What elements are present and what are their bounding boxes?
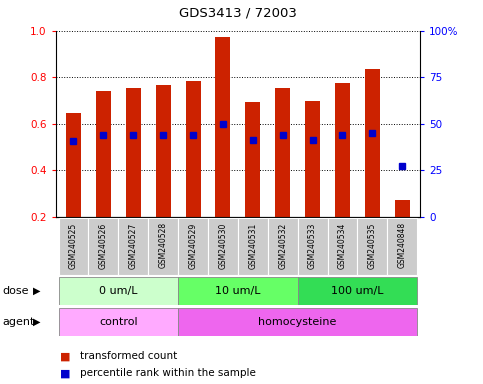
Bar [395, 200, 410, 217]
Bar [178, 218, 208, 275]
Bar [387, 218, 417, 275]
Bar [298, 218, 327, 275]
Bar [178, 277, 298, 305]
Bar [185, 81, 200, 217]
Bar [58, 308, 178, 336]
Bar [268, 218, 298, 275]
Text: GSM240848: GSM240848 [398, 222, 407, 268]
Bar [305, 101, 320, 217]
Bar [327, 218, 357, 275]
Bar [238, 218, 268, 275]
Bar [156, 85, 170, 217]
Text: GSM240531: GSM240531 [248, 222, 257, 268]
Bar [66, 113, 81, 217]
Bar [148, 218, 178, 275]
Text: GSM240527: GSM240527 [129, 222, 138, 268]
Bar [298, 277, 417, 305]
Text: agent: agent [2, 317, 35, 327]
Text: GSM240535: GSM240535 [368, 222, 377, 269]
Bar [58, 277, 178, 305]
Bar [335, 83, 350, 217]
Text: homocysteine: homocysteine [258, 317, 337, 327]
Bar [208, 218, 238, 275]
Bar [357, 218, 387, 275]
Text: control: control [99, 317, 138, 327]
Text: ▶: ▶ [33, 317, 41, 327]
Text: GSM240530: GSM240530 [218, 222, 227, 269]
Bar [275, 88, 290, 217]
Text: GSM240533: GSM240533 [308, 222, 317, 269]
Text: 10 um/L: 10 um/L [215, 286, 261, 296]
Bar [58, 218, 88, 275]
Text: percentile rank within the sample: percentile rank within the sample [80, 368, 256, 378]
Text: ▶: ▶ [33, 286, 41, 296]
Bar [365, 69, 380, 217]
Text: GSM240532: GSM240532 [278, 222, 287, 268]
Bar [245, 102, 260, 217]
Bar [118, 218, 148, 275]
Text: dose: dose [2, 286, 29, 296]
Text: GSM240525: GSM240525 [69, 222, 78, 268]
Text: GSM240529: GSM240529 [188, 222, 198, 268]
Bar [96, 91, 111, 217]
Text: ■: ■ [60, 351, 71, 361]
Text: ■: ■ [60, 368, 71, 378]
Bar [126, 88, 141, 217]
Bar [178, 308, 417, 336]
Text: 0 um/L: 0 um/L [99, 286, 138, 296]
Text: GSM240526: GSM240526 [99, 222, 108, 268]
Text: 100 um/L: 100 um/L [331, 286, 384, 296]
Text: GSM240534: GSM240534 [338, 222, 347, 269]
Text: GDS3413 / 72003: GDS3413 / 72003 [179, 7, 297, 20]
Bar [88, 218, 118, 275]
Bar [215, 36, 230, 217]
Text: GSM240528: GSM240528 [158, 222, 168, 268]
Text: transformed count: transformed count [80, 351, 177, 361]
